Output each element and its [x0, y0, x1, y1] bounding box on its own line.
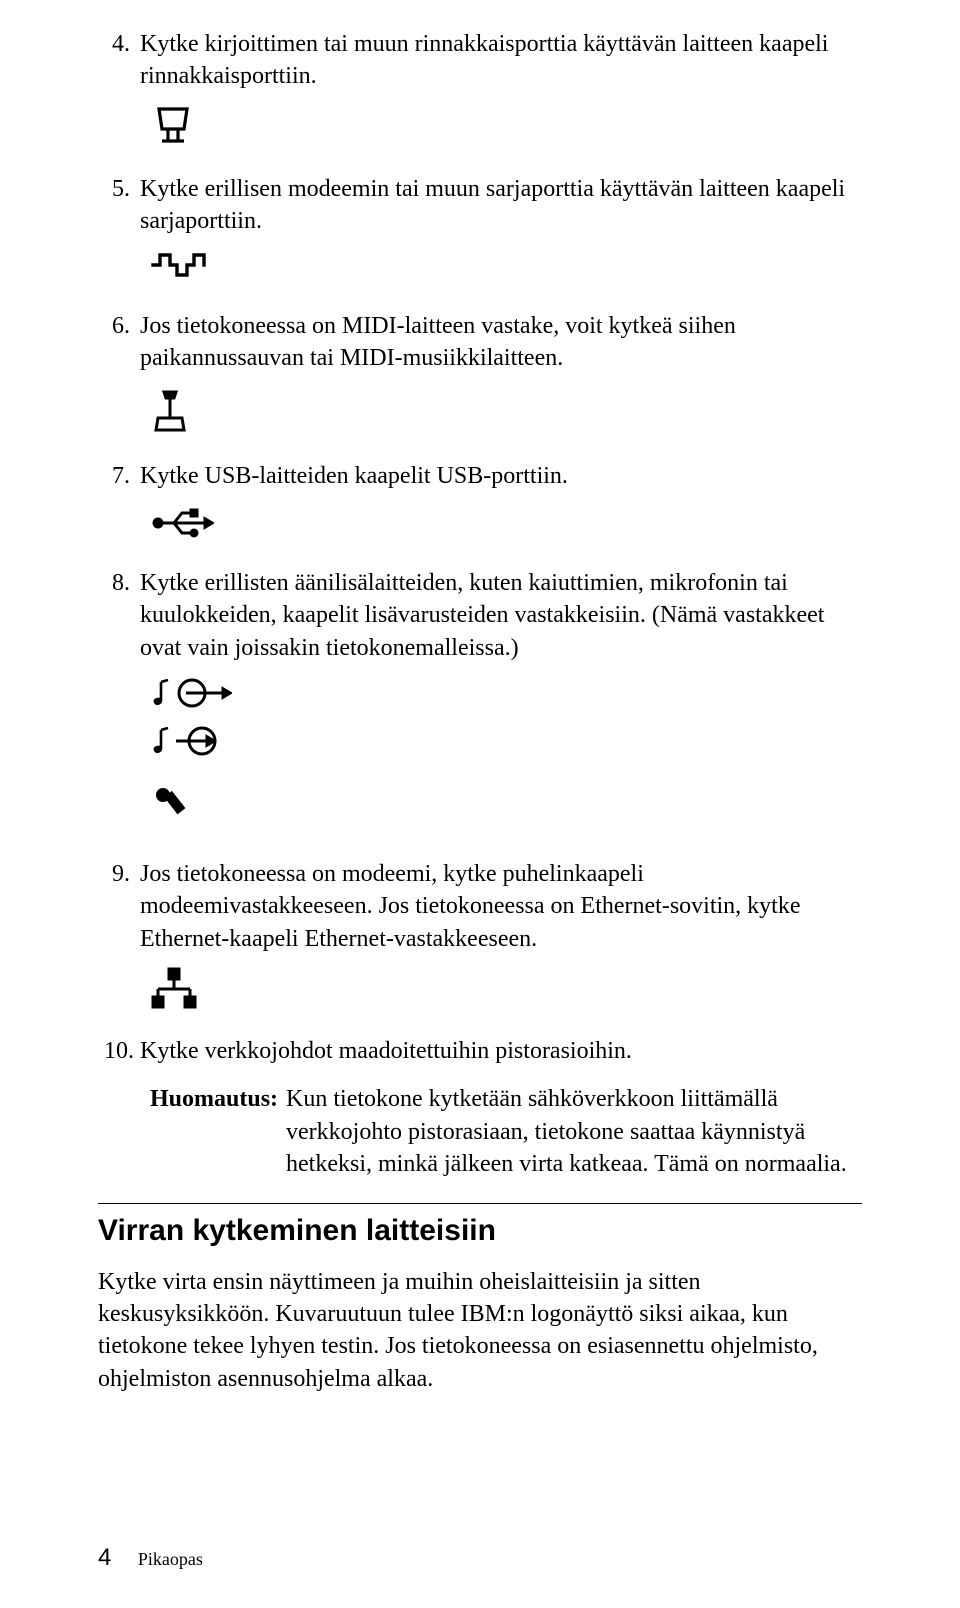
audio-icons-group	[150, 676, 862, 824]
section-heading: Virran kytkeminen laitteisiin	[98, 1214, 862, 1248]
list-item-8: 8. Kytke erillisten äänilisälaitteiden, …	[98, 567, 862, 664]
list-item-6: 6. Jos tietokoneessa on MIDI-laitteen va…	[98, 310, 862, 375]
item-text: Kytke kirjoittimen tai muun rinnakkaispo…	[140, 28, 862, 93]
page-footer: 4 Pikaopas	[98, 1544, 203, 1572]
item-text: Kytke verkkojohdot maadoitettuihin pisto…	[140, 1035, 862, 1067]
note-block: Huomautus: Kun tietokone kytketään sähkö…	[150, 1083, 862, 1180]
note-label: Huomautus:	[150, 1083, 286, 1180]
item-number: 8.	[98, 567, 140, 664]
item-text: Kytke erillisten äänilisälaitteiden, kut…	[140, 567, 862, 664]
list-item-7: 7. Kytke USB-laitteiden kaapelit USB-por…	[98, 460, 862, 492]
item-number: 4.	[98, 28, 140, 93]
parallel-port-icon	[150, 105, 862, 147]
item-text: Kytke USB-laitteiden kaapelit USB-portti…	[140, 460, 862, 492]
audio-out-icon	[150, 676, 232, 710]
note-text: Kun tietokone kytketään sähköverkkoon li…	[286, 1083, 862, 1180]
item-number: 7.	[98, 460, 140, 492]
item-number: 9.	[98, 858, 140, 955]
ethernet-icon	[150, 967, 862, 1009]
serial-port-icon	[150, 250, 862, 284]
item-text: Kytke erillisen modeemin tai muun sarjap…	[140, 173, 862, 238]
item-number: 6.	[98, 310, 140, 375]
item-number: 10.	[98, 1035, 140, 1067]
microphone-icon	[150, 784, 190, 824]
item-text: Jos tietokoneessa on MIDI-laitteen vasta…	[140, 310, 862, 375]
list-item-9: 9. Jos tietokoneessa on modeemi, kytke p…	[98, 858, 862, 955]
list-item-4: 4. Kytke kirjoittimen tai muun rinnakkai…	[98, 28, 862, 93]
item-text: Jos tietokoneessa on modeemi, kytke puhe…	[140, 858, 862, 955]
usb-icon	[150, 505, 862, 541]
list-item-5: 5. Kytke erillisen modeemin tai muun sar…	[98, 173, 862, 238]
footer-title: Pikaopas	[138, 1549, 203, 1569]
item-number: 5.	[98, 173, 140, 238]
page-number: 4	[98, 1544, 111, 1571]
list-item-10: 10. Kytke verkkojohdot maadoitettuihin p…	[98, 1035, 862, 1067]
section-divider	[98, 1203, 862, 1204]
section-body: Kytke virta ensin näyttimeen ja muihin o…	[98, 1266, 862, 1396]
midi-joystick-icon	[150, 386, 862, 434]
audio-in-icon	[150, 724, 232, 758]
